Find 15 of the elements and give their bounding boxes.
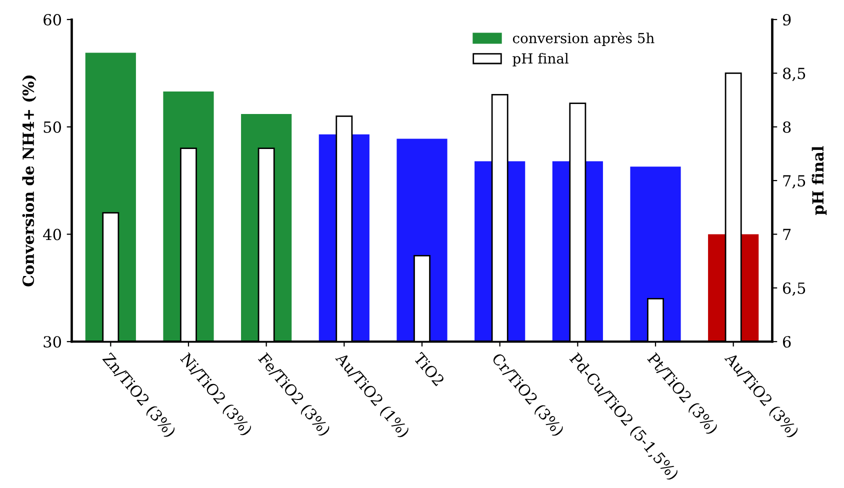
- y2-tick-label: 6,5: [783, 282, 806, 296]
- y2-tick-label: 7,5: [783, 175, 806, 188]
- y-axis-title: Conversion de NH4+ (%): [22, 76, 36, 286]
- y2-tick-label: 8: [783, 121, 791, 133]
- y2-tick-label: 9: [782, 14, 791, 26]
- y2-tick-label: 7: [783, 228, 791, 240]
- legend-label: pH final: [512, 52, 568, 66]
- y-tick-label: 30: [44, 336, 62, 348]
- y-tick-label: 50: [44, 121, 62, 133]
- y2-tick-label: 8,5: [783, 68, 806, 82]
- y-tick-label: 60: [44, 14, 62, 26]
- y-tick-label: 40: [43, 228, 62, 240]
- legend-label: conversion après 5h: [512, 32, 654, 46]
- y2-tick-label: 6: [783, 336, 791, 348]
- y2-axis-title: pH final: [812, 146, 827, 216]
